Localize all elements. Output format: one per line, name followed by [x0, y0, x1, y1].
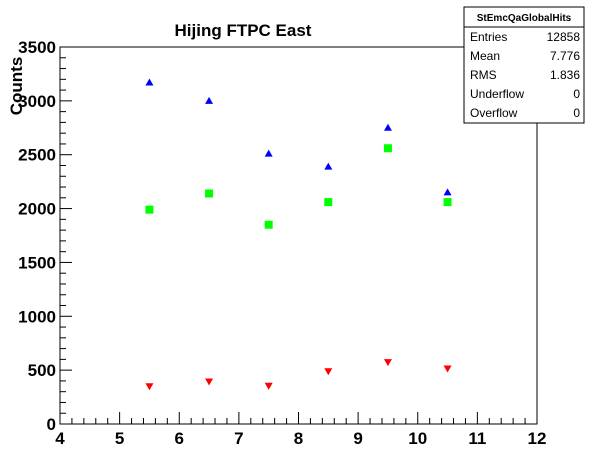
square-marker: [383, 144, 392, 153]
triangle-up-marker: [443, 188, 452, 196]
y-tick-label: 1000: [18, 307, 56, 326]
triangle-up-marker: [205, 96, 214, 104]
stats-value: 1.836: [550, 68, 580, 82]
stats-box: StEmcQaGlobalHits Entries 12858 Mean 7.776 R…: [463, 6, 585, 124]
y-tick-label: 0: [47, 415, 56, 434]
triangle-down-marker: [324, 368, 333, 376]
stats-value: 7.776: [550, 49, 580, 63]
stats-value: 0: [573, 106, 580, 120]
y-axis-label: Counts: [7, 57, 26, 116]
x-tick-label: 4: [55, 429, 65, 448]
stats-value: 12858: [547, 30, 581, 44]
y-tick-label: 3000: [18, 92, 56, 111]
triangle-down-marker: [383, 359, 392, 367]
x-tick-label: 10: [408, 429, 427, 448]
square-marker: [443, 198, 452, 207]
y-tick-label: 500: [28, 361, 56, 380]
stats-header: StEmcQaGlobalHits: [477, 13, 572, 24]
x-tick-label: 12: [528, 429, 547, 448]
triangle-up-marker: [145, 78, 154, 86]
y-tick-label: 1500: [18, 253, 56, 272]
triangle-down-marker: [264, 382, 273, 390]
square-marker: [205, 189, 214, 198]
triangle-up-marker: [324, 162, 333, 170]
y-tick-label: 2000: [18, 200, 56, 219]
stats-label: Underflow: [470, 87, 524, 101]
y-tick-label: 2500: [18, 146, 56, 165]
square-marker: [264, 220, 273, 229]
y-axis: 0 500 1000 1500 2000 2500 3000 3500: [18, 38, 72, 434]
triangle-down-marker: [205, 378, 214, 386]
x-tick-label: 11: [468, 429, 486, 448]
stats-box-frame: [463, 6, 585, 124]
triangle-up-marker: [383, 123, 392, 131]
stats-label: Mean: [470, 49, 500, 63]
x-tick-label: 7: [234, 429, 243, 448]
stats-value: 0: [573, 87, 580, 101]
x-tick-label: 6: [175, 429, 184, 448]
square-marker: [145, 205, 154, 214]
square-marker: [324, 198, 333, 207]
x-tick-label: 9: [353, 429, 362, 448]
x-axis: 4 5 6 7 8 9 10 11 12: [55, 412, 546, 448]
triangle-down-marker: [145, 383, 154, 391]
y-tick-label: 3500: [18, 38, 56, 57]
triangle-down-marker: [443, 365, 452, 373]
stats-rows: Entries 12858 Mean 7.776 RMS 1.836 Underflow 0 O…: [470, 30, 580, 120]
chart-title: Hijing FTPC East: [175, 21, 312, 40]
triangle-up-marker: [264, 149, 273, 157]
stats-label: Overflow: [470, 106, 518, 120]
data-points: [145, 78, 452, 391]
stats-label: Entries: [470, 30, 507, 44]
x-tick-label: 5: [115, 429, 124, 448]
stats-label: RMS: [470, 68, 497, 82]
x-tick-label: 8: [294, 429, 303, 448]
